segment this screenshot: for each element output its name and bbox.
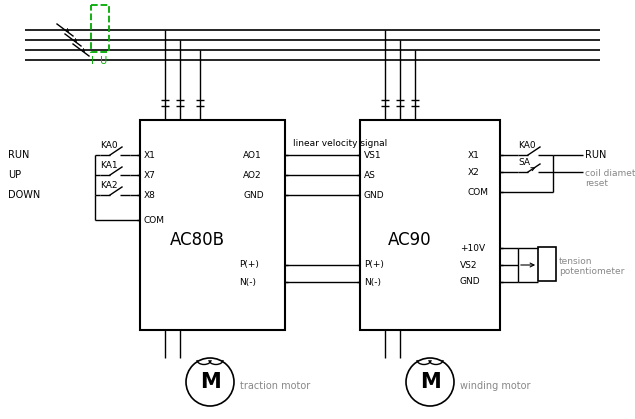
Text: KA2: KA2 [100,181,117,189]
Text: AO2: AO2 [243,171,262,179]
Text: X1: X1 [468,150,480,160]
Text: traction motor: traction motor [240,381,311,391]
Text: winding motor: winding motor [460,381,530,391]
Text: P(+): P(+) [239,261,259,269]
Text: DOWN: DOWN [8,190,40,200]
Text: AC90: AC90 [388,231,432,249]
Circle shape [406,358,454,406]
Text: KA0: KA0 [518,140,536,150]
Text: I  U: I U [91,56,107,66]
Text: M: M [199,372,220,392]
Text: AS: AS [364,171,376,179]
Text: X1: X1 [144,150,156,160]
Text: KA1: KA1 [100,160,117,170]
Text: M: M [420,372,441,392]
Text: X8: X8 [144,191,156,199]
Text: RUN: RUN [8,150,29,160]
Text: P(+): P(+) [364,261,384,269]
Text: GND: GND [243,191,264,199]
Circle shape [186,358,234,406]
Text: N(-): N(-) [364,277,381,287]
Bar [91,5,109,52]
Text: coil diameter: coil diameter [585,168,635,178]
Text: N(-): N(-) [239,277,256,287]
Bar [538,247,556,281]
Text: UP: UP [8,170,21,180]
Text: RUN: RUN [585,150,606,160]
Text: GND: GND [364,191,385,199]
Bar [140,120,285,330]
Text: VS1: VS1 [364,150,382,160]
Text: AO1: AO1 [243,150,262,160]
Text: tension: tension [559,256,592,266]
Text: reset: reset [585,178,608,187]
Text: linear velocity signal: linear velocity signal [293,139,387,147]
Text: COM: COM [144,215,165,225]
Text: +10V: +10V [460,243,485,253]
Text: GND: GND [460,277,481,287]
Text: KA0: KA0 [100,140,117,150]
Bar [360,120,500,330]
Text: X7: X7 [144,171,156,179]
Text: COM: COM [468,187,489,197]
Text: SA: SA [518,158,530,166]
Text: potentiometer: potentiometer [559,266,624,276]
Text: AC80B: AC80B [170,231,225,249]
Text: VS2: VS2 [460,261,478,269]
Text: X2: X2 [468,168,480,176]
